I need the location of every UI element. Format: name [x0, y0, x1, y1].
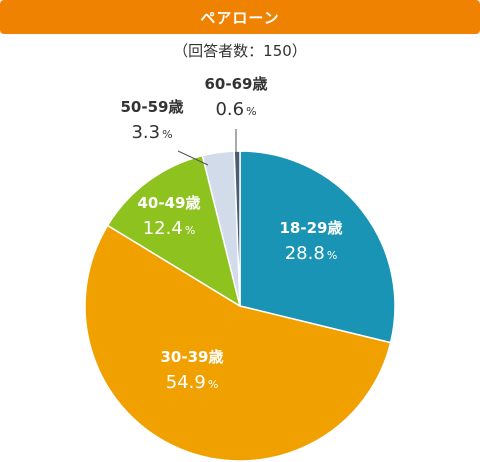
category-label-50-59歳: 50-59歳: [121, 98, 184, 116]
chart-title: ペアローン: [200, 8, 280, 27]
value-label-40-49歳: 12.4%: [143, 218, 196, 239]
category-label-60-69歳: 60-69歳: [205, 75, 268, 93]
category-label-40-49歳: 40-49歳: [138, 194, 201, 212]
value-label-50-59歳: 3.3%: [131, 122, 172, 143]
value-label-30-39歳: 54.9%: [166, 372, 219, 393]
category-label-18-29歳: 18-29歳: [280, 219, 343, 237]
pie-slice-30-39歳: [84, 224, 392, 462]
leader-line-50-59歳: [177, 150, 209, 166]
pie-slice-60-69歳: [233, 150, 241, 307]
value-label-60-69歳: 0.6%: [215, 99, 256, 120]
value-label-18-29歳: 28.8%: [285, 243, 338, 264]
chart-title-bar: ペアローン: [0, 0, 480, 34]
pie-slice-40-49歳: [106, 154, 242, 308]
pie-slice-18-29歳: [239, 150, 396, 344]
chart-subtitle: （回答者数：150）: [173, 42, 307, 60]
category-label-30-39歳: 30-39歳: [161, 348, 224, 366]
